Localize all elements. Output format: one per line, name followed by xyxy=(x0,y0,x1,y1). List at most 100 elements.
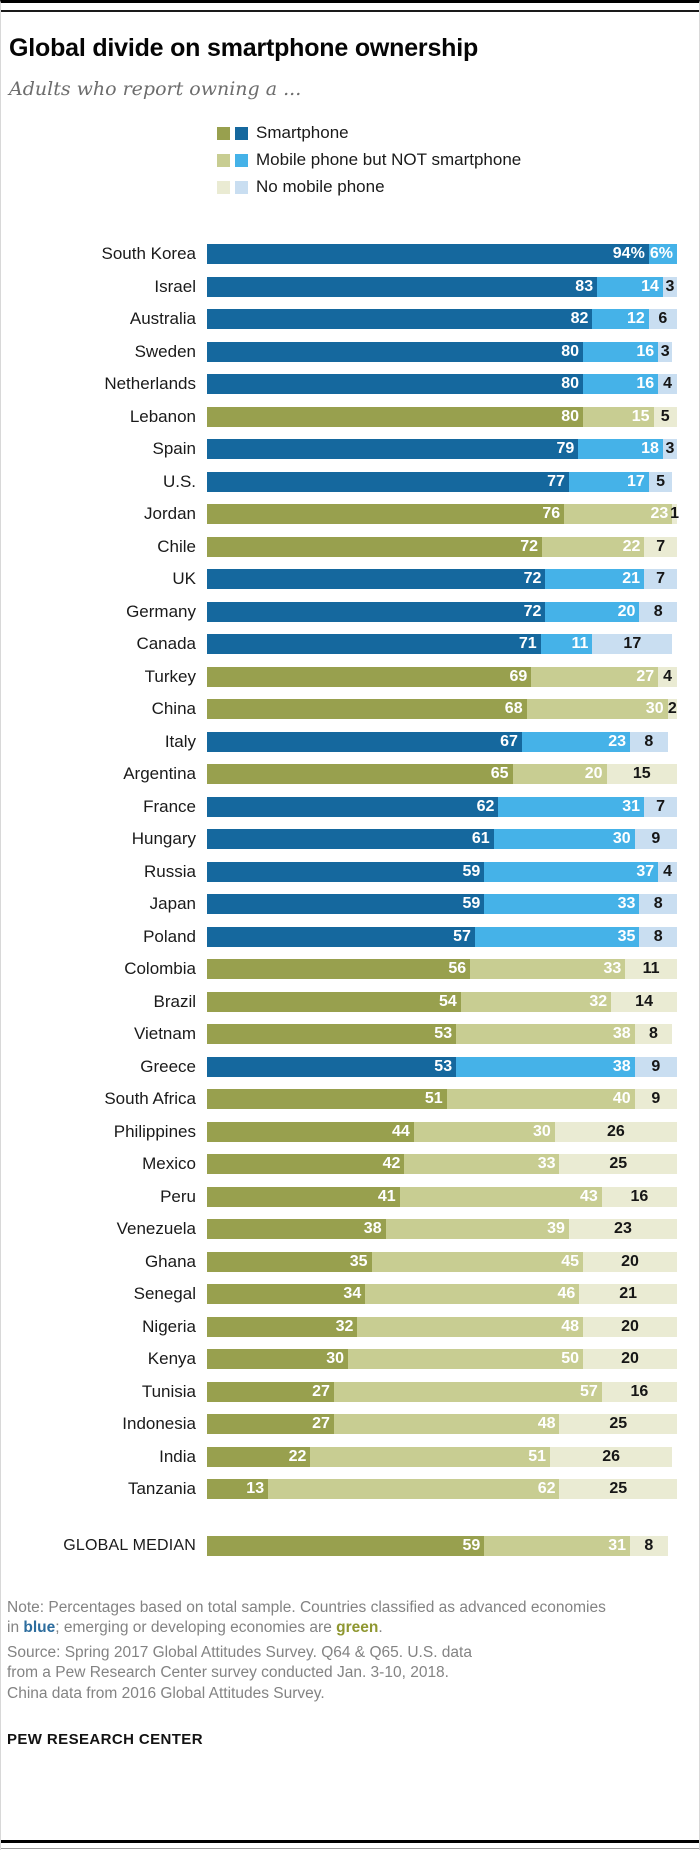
bar-value-label: 30 xyxy=(326,1350,344,1367)
bar-segment-smartphone: 53 xyxy=(207,1024,457,1044)
bar-segment-mobile-not-smartphone: 21 xyxy=(545,569,645,589)
country-label: Indonesia xyxy=(122,1414,196,1433)
bar-value-label: 1 xyxy=(670,505,680,522)
country-label: Argentina xyxy=(123,764,196,783)
bar-segment-no-mobile: 14 xyxy=(611,991,677,1012)
bar-segment-no-mobile: 8 xyxy=(639,894,677,914)
bar-value-label: 32 xyxy=(589,992,608,1010)
stacked-bar: 61 30 9 xyxy=(207,829,677,849)
bar-segment-no-mobile: 9 xyxy=(634,829,677,849)
country-label: Russia xyxy=(144,861,196,881)
bar-value-label: 15 xyxy=(631,407,650,425)
bar-segment-mobile-not-smartphone: 38 xyxy=(456,1024,635,1044)
bar-segment-smartphone: 56 xyxy=(207,959,471,979)
note-suffix: . xyxy=(378,1619,383,1637)
bar-segment-smartphone: 22 xyxy=(207,1446,311,1467)
country-label: India xyxy=(159,1446,196,1466)
bar-segment-no-mobile: 25 xyxy=(559,1154,677,1174)
bar-segment-smartphone: 67 xyxy=(207,731,522,752)
bar-value-label: 5 xyxy=(660,407,670,425)
country-label: Vietnam xyxy=(133,1024,196,1043)
country-label: U.S. xyxy=(162,471,196,491)
legend-swatch-green-no-mobile xyxy=(217,180,230,194)
bar-segment-no-mobile: 8 xyxy=(634,1024,673,1044)
bar-value-label: 41 xyxy=(377,1187,396,1205)
stacked-bar: 41 43 16 xyxy=(207,1186,677,1207)
stacked-bar: 59 33 8 xyxy=(207,894,677,914)
bar-value-label: 72 xyxy=(523,570,542,587)
bar-segment-smartphone: 79 xyxy=(207,439,579,459)
stacked-bar: 13 62 25 xyxy=(207,1479,677,1499)
stacked-bar: 67 23 8 xyxy=(207,731,677,752)
bar-segment-no-mobile: 8 xyxy=(639,601,677,622)
bar-segment-smartphone: 34 xyxy=(207,1284,366,1304)
bar-segment-mobile-not-smartphone: 31 xyxy=(484,1535,630,1556)
bar-value-label: 2 xyxy=(667,700,677,717)
bar-value-label: 4 xyxy=(663,862,673,880)
table-row: Peru 41 43 16 xyxy=(1,1180,699,1213)
bar-segment-smartphone: 35 xyxy=(207,1251,372,1272)
stacked-bar: 56 33 11 xyxy=(207,959,677,979)
bar-value-label: 8 xyxy=(653,602,663,620)
bar-value-label: 22 xyxy=(622,537,641,555)
bar-segment-no-mobile: 8 xyxy=(629,1535,668,1556)
bar-value-label: 8 xyxy=(649,1025,658,1042)
bar-segment-mobile-not-smartphone: 33 xyxy=(484,894,640,914)
bar-value-label: 48 xyxy=(561,1317,579,1335)
bar-segment-smartphone: 72 xyxy=(207,601,546,622)
table-row: Netherlands 80 16 4 xyxy=(1,368,699,401)
country-label: UK xyxy=(172,569,196,588)
country-label: Peru xyxy=(160,1186,196,1206)
bar-segment-mobile-not-smartphone: 17 xyxy=(568,471,649,492)
stacked-bar: 62 31 7 xyxy=(207,796,677,817)
table-row: Italy 67 23 8 xyxy=(1,725,699,758)
bar-value-label: 62 xyxy=(537,1480,556,1497)
bar-value-label: 83 xyxy=(575,277,594,295)
note-middle: ; emerging or developing economies are xyxy=(55,1619,337,1637)
table-row: Senegal 34 46 21 xyxy=(1,1278,699,1311)
country-label: Poland xyxy=(143,926,196,946)
bar-segment-smartphone: 72 xyxy=(207,536,543,557)
bar-segment-smartphone: 76 xyxy=(207,504,565,524)
table-row: Mexico 42 33 25 xyxy=(1,1148,699,1181)
country-label: Colombia xyxy=(124,959,196,978)
table-row: Poland 57 35 8 xyxy=(1,920,699,953)
bar-segment-mobile-not-smartphone: 43 xyxy=(399,1186,602,1207)
country-label: Germany xyxy=(126,601,196,621)
bar-value-label: 80 xyxy=(561,375,579,392)
bar-segment-mobile-not-smartphone: 6% xyxy=(648,244,677,264)
bar-segment-no-mobile: 9 xyxy=(634,1056,677,1077)
stacked-bar: 27 48 25 xyxy=(207,1414,677,1434)
country-label: Israel xyxy=(154,276,196,296)
table-row: Hungary 61 30 9 xyxy=(1,823,699,856)
country-label: Ghana xyxy=(144,1251,196,1271)
bar-value-label: 9 xyxy=(651,1057,661,1075)
bar-value-label: 72 xyxy=(523,602,542,620)
bar-value-label: 59 xyxy=(462,1536,481,1554)
bar-segment-no-mobile: 8 xyxy=(629,731,668,752)
country-label: Tanzania xyxy=(127,1479,196,1498)
bar-segment-mobile-not-smartphone: 35 xyxy=(474,926,640,947)
table-row: Turkey 69 27 4 xyxy=(1,660,699,693)
bar-segment-smartphone: 38 xyxy=(207,1219,386,1239)
table-row: Chile 72 22 7 xyxy=(1,530,699,563)
country-label: Brazil xyxy=(153,991,196,1011)
bar-value-label: 59 xyxy=(462,862,481,880)
bar-segment-no-mobile: 11 xyxy=(625,959,677,979)
stacked-bar: 69 27 4 xyxy=(207,666,677,687)
table-row: Venezuela 38 39 23 xyxy=(1,1213,699,1246)
bar-segment-no-mobile: 21 xyxy=(579,1284,677,1304)
country-label: Australia xyxy=(129,309,196,328)
bar-segment-mobile-not-smartphone: 22 xyxy=(542,536,645,557)
bar-value-label: 61 xyxy=(471,830,490,847)
stacked-bar: 38 39 23 xyxy=(207,1219,677,1239)
bar-value-label: 8 xyxy=(653,927,663,945)
bar-value-label: 30 xyxy=(612,830,631,847)
legend-item: Mobile phone but NOT smartphone xyxy=(217,147,699,174)
table-row: Tunisia 27 57 16 xyxy=(1,1375,699,1408)
bar-segment-mobile-not-smartphone: 20 xyxy=(545,601,640,622)
country-label: France xyxy=(143,796,196,816)
bar-value-label: 43 xyxy=(579,1187,598,1205)
table-row: Vietnam 53 38 8 xyxy=(1,1018,699,1051)
